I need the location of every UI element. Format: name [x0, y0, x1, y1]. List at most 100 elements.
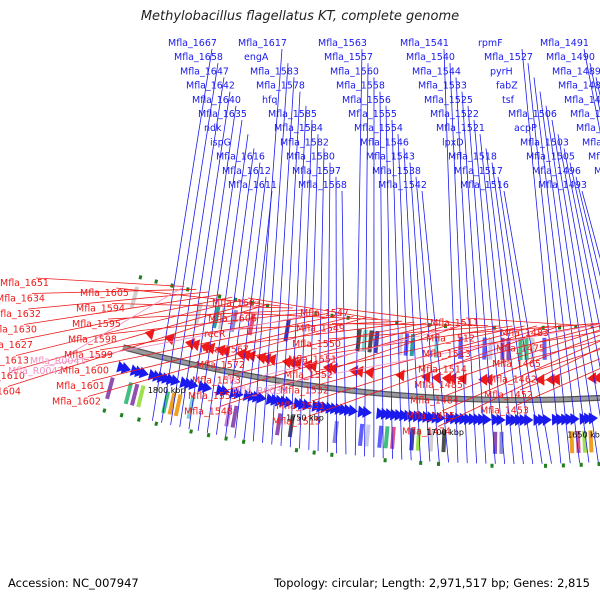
forward-gene-label: Mfla_1558	[336, 81, 385, 92]
forward-gene-label: Mfla_1521	[436, 123, 485, 134]
forward-gene-label: Mfla_1642	[186, 81, 235, 92]
forward-cog-block	[357, 423, 365, 447]
forward-gene-arrow	[252, 390, 262, 403]
forward-gene-label: Mfla_1583	[250, 66, 299, 77]
reverse-cog-block	[355, 328, 362, 352]
reverse-cog-block	[518, 337, 523, 361]
reverse-gene-label: Mfla_1595	[72, 319, 121, 330]
forward-marker-tick	[189, 429, 193, 434]
forward-gene-callout-line	[485, 148, 524, 465]
forward-gene-label: lpxD	[442, 137, 464, 148]
forward-gene-arrow	[510, 413, 520, 426]
forward-cog-block	[332, 420, 339, 444]
reverse-gene-label: Mfla_1610	[0, 371, 25, 382]
forward-gene-callout-line	[473, 119, 506, 464]
reverse-cog-block	[488, 337, 493, 360]
forward-gene-arrow	[426, 411, 437, 424]
forward-gene-callout-line	[280, 91, 301, 446]
scale-label: 1650 kbp	[567, 430, 600, 439]
reverse-gene-arrow	[592, 372, 600, 383]
reverse-gene-label: Mfla_1453	[480, 406, 529, 417]
forward-gene-callout-line	[479, 134, 515, 465]
forward-gene-callout-line	[152, 48, 213, 421]
forward-gene-arrow	[138, 366, 149, 379]
forward-gene-arrow	[197, 380, 208, 392]
rna-gene-callout-line	[267, 323, 600, 387]
forward-gene-arrow	[233, 387, 244, 400]
reverse-gene-callout-line	[323, 325, 513, 355]
forward-gene-label: Mfla_1556	[342, 95, 391, 106]
forward-cog-block	[575, 430, 581, 453]
reverse-gene-label: Mfla_1547	[300, 308, 349, 319]
forward-gene-label: Mfla_1493	[538, 180, 587, 191]
forward-gene-callout-line	[299, 119, 313, 449]
forward-gene-label: Mfla_1489	[552, 66, 600, 77]
forward-cog-block	[230, 405, 239, 428]
forward-marker-tick	[224, 436, 228, 441]
forward-gene-arrow	[362, 405, 372, 418]
reverse-gene-arrow	[261, 353, 272, 365]
reverse-gene-callout-line	[15, 299, 245, 356]
reverse-marker-tick	[154, 279, 159, 284]
reverse-gene-callout-line	[527, 339, 600, 360]
forward-gene-callout-line	[179, 91, 231, 428]
forward-gene-label: Mfla_1540	[406, 52, 455, 63]
reverse-marker-tick	[138, 275, 143, 280]
reverse-gene-label: Mfla_1606	[208, 314, 257, 325]
forward-gene-callout-line	[551, 119, 600, 418]
forward-gene-arrow	[357, 405, 368, 418]
rna-gene-callout-line	[261, 324, 464, 377]
forward-cog-block	[105, 377, 115, 400]
reverse-gene-label: Mfla_1553	[188, 391, 237, 402]
forward-gene-arrow	[417, 410, 428, 423]
forward-cog-block	[377, 425, 384, 448]
forward-gene-arrow	[454, 412, 465, 425]
reverse-gene-callout-line	[327, 325, 501, 340]
reverse-gene-callout-line	[23, 294, 221, 325]
forward-marker-tick	[312, 450, 316, 455]
forward-gene-arrow	[348, 404, 359, 417]
forward-gene-arrow	[584, 412, 594, 425]
forward-gene-callout-line	[289, 105, 307, 448]
forward-gene-callout-line	[503, 190, 552, 464]
forward-gene-label: Mfla_1522	[430, 109, 479, 120]
reverse-gene-label: Mfla_1474	[402, 427, 451, 438]
rna-gene-label: Mfla_R0041	[30, 356, 86, 367]
forward-gene-arrow	[515, 413, 525, 426]
reverse-gene-arrow	[550, 373, 561, 386]
forward-gene-callout-line	[491, 162, 534, 465]
forward-gene-arrow	[431, 411, 441, 424]
reverse-gene-arrow	[266, 353, 277, 366]
reverse-gene-arrow	[421, 371, 431, 384]
reverse-gene-callout-line	[247, 297, 378, 320]
forward-gene-label: Mfla_1560	[330, 66, 379, 77]
forward-gene-arrow	[399, 409, 409, 422]
forward-gene-label: Mfla_1541	[400, 38, 449, 49]
reverse-gene-callout-line	[243, 313, 390, 321]
forward-cog-block	[588, 430, 594, 453]
reverse-gene-arrow	[431, 371, 441, 384]
forward-gene-callout-line	[421, 190, 449, 463]
forward-marker-tick	[330, 452, 334, 457]
forward-gene-label: Mfla_1490	[546, 52, 595, 63]
forward-gene-arrow	[436, 411, 446, 424]
forward-gene-label: Mfla_1538	[372, 166, 421, 177]
forward-gene-callout-line	[545, 105, 599, 463]
reverse-gene-label: Mfla_1512	[426, 334, 475, 345]
forward-gene-arrow	[120, 361, 131, 374]
forward-gene-label: Mfla_1582	[280, 137, 329, 148]
forward-gene-label: Mfla_1597	[292, 166, 341, 177]
forward-gene-label: Mfla_1647	[180, 66, 229, 77]
reverse-gene-arrow	[307, 360, 318, 373]
reverse-gene-callout-line	[31, 288, 197, 294]
forward-gene-label: Mfla_1584	[274, 123, 323, 134]
forward-gene-arrow	[265, 393, 276, 405]
forward-gene-callout-line	[497, 176, 543, 464]
forward-gene-arrow	[403, 409, 414, 422]
forward-gene-arrow	[579, 412, 589, 425]
reverse-gene-callout-line	[535, 322, 600, 329]
reverse-gene-arrow	[200, 341, 211, 354]
reverse-gene-callout-line	[315, 325, 537, 386]
reverse-gene-label: Mfla_1515	[272, 417, 321, 428]
